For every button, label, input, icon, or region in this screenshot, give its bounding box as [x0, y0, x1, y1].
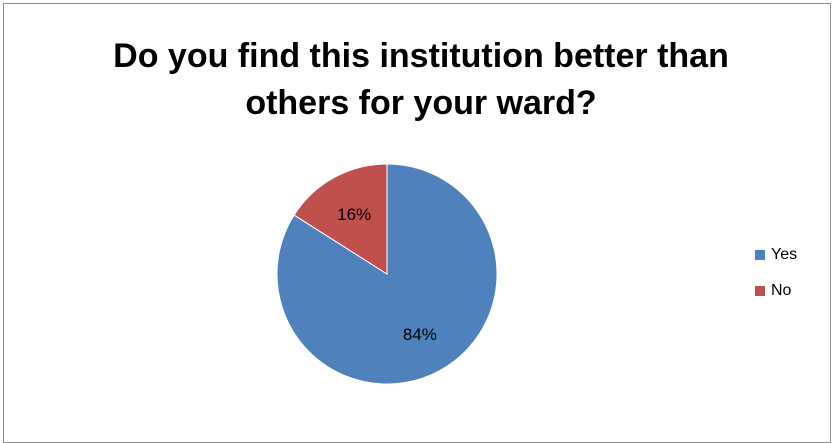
- legend-item-no: No: [755, 280, 797, 302]
- legend-label-yes: Yes: [771, 246, 798, 263]
- legend-label-no: No: [771, 282, 792, 299]
- slice-label-yes: 84%: [403, 325, 437, 344]
- legend-item-yes: Yes: [755, 244, 797, 266]
- slice-label-no: 16%: [337, 205, 371, 224]
- chart-title: Do you find this institution better than…: [0, 33, 836, 127]
- chart-title-line-1: Do you find this institution better than: [113, 37, 729, 75]
- legend: Yes No: [755, 244, 797, 316]
- legend-swatch-yes: [755, 250, 765, 260]
- pie-chart: 84% 16%: [276, 163, 498, 385]
- legend-swatch-no: [755, 286, 765, 296]
- chart-title-line-2: others for your ward?: [245, 84, 597, 122]
- pie-slice-no: [293, 163, 388, 275]
